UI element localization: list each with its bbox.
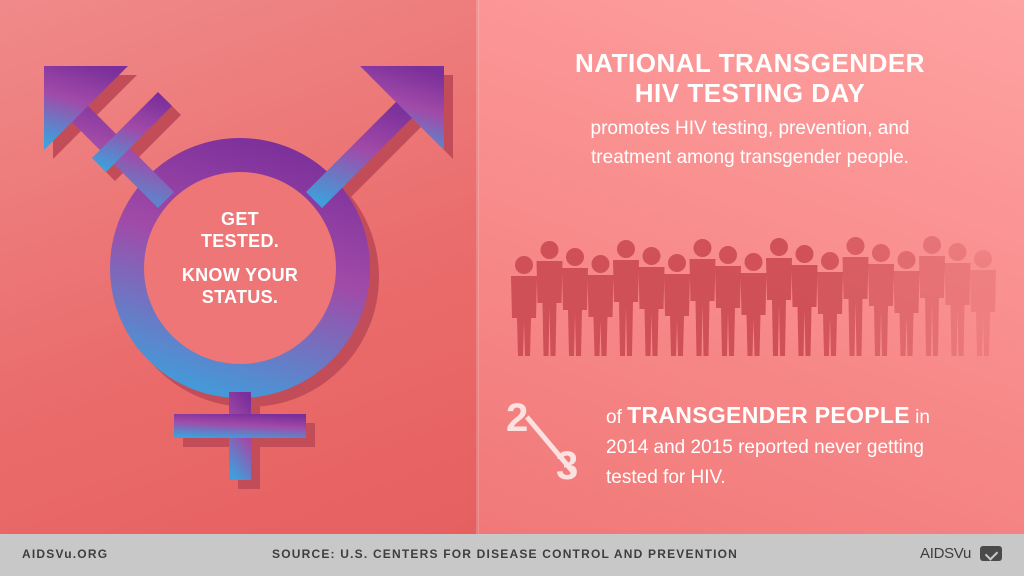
message-line: TESTED. [200, 231, 280, 251]
title-line: HIV TESTING DAY [634, 78, 866, 108]
person-silhouette [919, 236, 945, 356]
person-silhouette [868, 244, 894, 356]
person-silhouette [944, 243, 971, 356]
person-silhouette [587, 255, 614, 356]
person-silhouette [842, 237, 869, 356]
page-subtitle: promotes HIV testing, prevention, and tr… [540, 114, 960, 172]
subtitle-line: promotes HIV testing, prevention, and [590, 118, 910, 139]
stat-line-1: of TRANSGENDER PEOPLE in [606, 400, 1006, 433]
person-silhouette [970, 250, 996, 356]
stat-prefix: of [606, 407, 622, 428]
person-silhouette [740, 253, 767, 356]
crowd-silhouette-icon [511, 236, 996, 356]
person-silhouette [893, 251, 920, 356]
stat-line-2: 2014 and 2015 reported never getting [606, 437, 924, 458]
title-line: NATIONAL TRANSGENDER [575, 48, 925, 78]
footer-bar [0, 534, 1024, 576]
stat-highlight: TRANSGENDER PEOPLE [627, 402, 910, 428]
site-link[interactable]: AIDSVu.ORG [22, 547, 109, 561]
symbol-message: GET TESTED. KNOW YOUR STATUS. [170, 208, 310, 308]
fraction-numerator: 2 [506, 396, 529, 440]
message-line: GET [221, 209, 259, 229]
fraction-two-thirds: 2 3 [506, 396, 596, 496]
person-silhouette [638, 247, 665, 356]
stat-suffix: in [915, 407, 930, 428]
aidsvu-check-icon [980, 546, 1002, 561]
person-silhouette [766, 238, 792, 356]
person-silhouette [613, 240, 639, 356]
source-note: SOURCE: U.S. CENTERS FOR DISEASE CONTROL… [272, 547, 739, 561]
panel-divider [476, 0, 479, 534]
brand-logo: AIDSVu [920, 545, 972, 562]
stat-line-3: tested for HIV. [606, 467, 726, 488]
person-silhouette [536, 241, 563, 356]
message-line: STATUS. [201, 287, 279, 307]
person-silhouette [791, 245, 818, 356]
person-silhouette [511, 256, 537, 356]
person-silhouette [689, 239, 716, 356]
fraction-denominator: 3 [556, 444, 579, 488]
subtitle-line: treatment among transgender people. [591, 147, 909, 168]
person-silhouette [562, 248, 588, 356]
person-silhouette [715, 246, 741, 356]
page-title: NATIONAL TRANSGENDER HIV TESTING DAY [540, 48, 960, 108]
message-line: KNOW YOUR [181, 265, 299, 285]
person-silhouette [817, 252, 843, 356]
transgender-symbol-icon [44, 66, 453, 489]
stat-text: of TRANSGENDER PEOPLE in 2014 and 2015 r… [606, 400, 1006, 493]
person-silhouette [664, 254, 690, 356]
